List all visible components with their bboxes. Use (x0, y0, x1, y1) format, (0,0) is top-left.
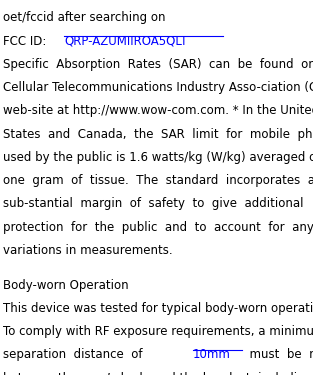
Text: QRP-AZUMIIROA5QLT: QRP-AZUMIIROA5QLT (64, 34, 187, 48)
Text: web-site at http://www.wow-com.com. * In the United: web-site at http://www.wow-com.com. * In… (3, 104, 313, 117)
Text: oet/fccid after searching on: oet/fccid after searching on (3, 11, 166, 24)
Text: This device was tested for typical body-worn operations.: This device was tested for typical body-… (3, 302, 313, 315)
Text: sub-stantial  margin  of  safety  to  give  additional: sub-stantial margin of safety to give ad… (3, 197, 304, 210)
Text: one  gram  of  tissue.  The  standard  incorporates  a: one gram of tissue. The standard incorpo… (3, 174, 313, 187)
Text: separation  distance  of: separation distance of (3, 348, 150, 361)
Text: variations in measurements.: variations in measurements. (3, 244, 173, 257)
Text: To comply with RF exposure requirements, a minimum: To comply with RF exposure requirements,… (3, 325, 313, 338)
Text: protection  for  the  public  and  to  account  for  any: protection for the public and to account… (3, 220, 313, 234)
Text: must  be  maintained: must be maintained (242, 348, 313, 361)
Text: between the user’s body and the handset, including the: between the user’s body and the handset,… (3, 372, 313, 375)
Text: 10mm: 10mm (193, 348, 231, 361)
Text: States  and  Canada,  the  SAR  limit  for  mobile  phones: States and Canada, the SAR limit for mob… (3, 128, 313, 141)
Text: Body-worn Operation: Body-worn Operation (3, 279, 129, 292)
Text: Cellular Telecommunications Industry Asso-ciation (CTIA): Cellular Telecommunications Industry Ass… (3, 81, 313, 94)
Text: FCC ID:: FCC ID: (3, 34, 50, 48)
Text: used by the public is 1.6 watts/kg (W/kg) averaged over: used by the public is 1.6 watts/kg (W/kg… (3, 151, 313, 164)
Text: Specific  Absorption  Rates  (SAR)  can  be  found  on  the: Specific Absorption Rates (SAR) can be f… (3, 58, 313, 71)
